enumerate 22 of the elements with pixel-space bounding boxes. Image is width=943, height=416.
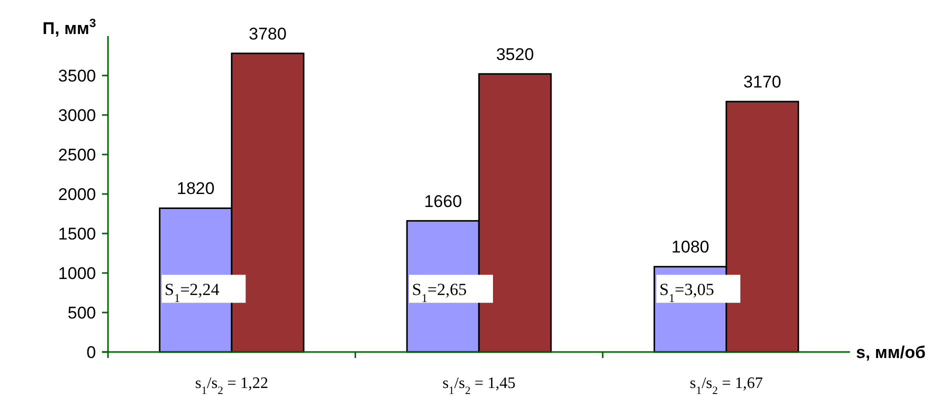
annotation: S$_{1}$=2,24 xyxy=(164,280,220,305)
y-tick-label: 1000 xyxy=(58,264,96,283)
x-tick-label: s$_{1}$/s$_{2}$ = 1,22 xyxy=(195,375,268,397)
y-tick-label: 1500 xyxy=(58,224,96,244)
x-tick-label: s$_{1}$/s$_{2}$ = 1,45 xyxy=(442,375,516,397)
data-label: 3170 xyxy=(743,72,782,92)
data-label: 3520 xyxy=(496,44,534,64)
x-axis-title: s, мм/об xyxy=(856,342,926,362)
data-label: 3780 xyxy=(248,24,287,44)
data-label: 1820 xyxy=(176,179,215,198)
x-tick-label: s$_{1}$/s$_{2}$ = 1,67 xyxy=(690,375,763,397)
y-tick-label: 2500 xyxy=(58,145,96,164)
y-tick-label: 500 xyxy=(68,303,96,322)
y-tick-label: 0 xyxy=(86,342,96,362)
annotation: S$_{1}$=3,05 xyxy=(659,280,714,305)
annotation: S$_{1}$=2,65 xyxy=(412,280,467,305)
data-label: 1080 xyxy=(671,238,710,257)
y-tick-label: 3500 xyxy=(58,66,96,86)
y-tick-label: 3000 xyxy=(58,106,96,125)
y-axis-title: П, мм$^{3}$ xyxy=(42,16,96,38)
data-label: 1660 xyxy=(424,192,462,211)
y-tick-label: 2000 xyxy=(58,184,96,204)
